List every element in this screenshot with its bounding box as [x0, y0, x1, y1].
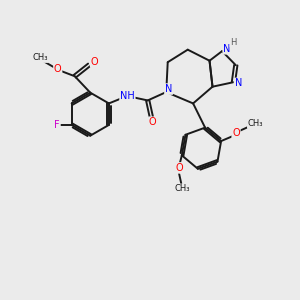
Text: N: N — [223, 44, 230, 54]
Text: N: N — [235, 78, 242, 88]
Text: F: F — [54, 120, 60, 130]
Text: O: O — [149, 117, 157, 127]
Text: CH₃: CH₃ — [175, 184, 190, 193]
Text: O: O — [175, 163, 183, 173]
Text: O: O — [232, 128, 240, 138]
Text: H: H — [230, 38, 237, 47]
Text: CH₃: CH₃ — [248, 119, 263, 128]
Text: CH₃: CH₃ — [32, 53, 48, 62]
Text: NH: NH — [120, 91, 135, 101]
Text: O: O — [91, 57, 98, 67]
Text: O: O — [54, 64, 62, 74]
Text: N: N — [165, 84, 172, 94]
